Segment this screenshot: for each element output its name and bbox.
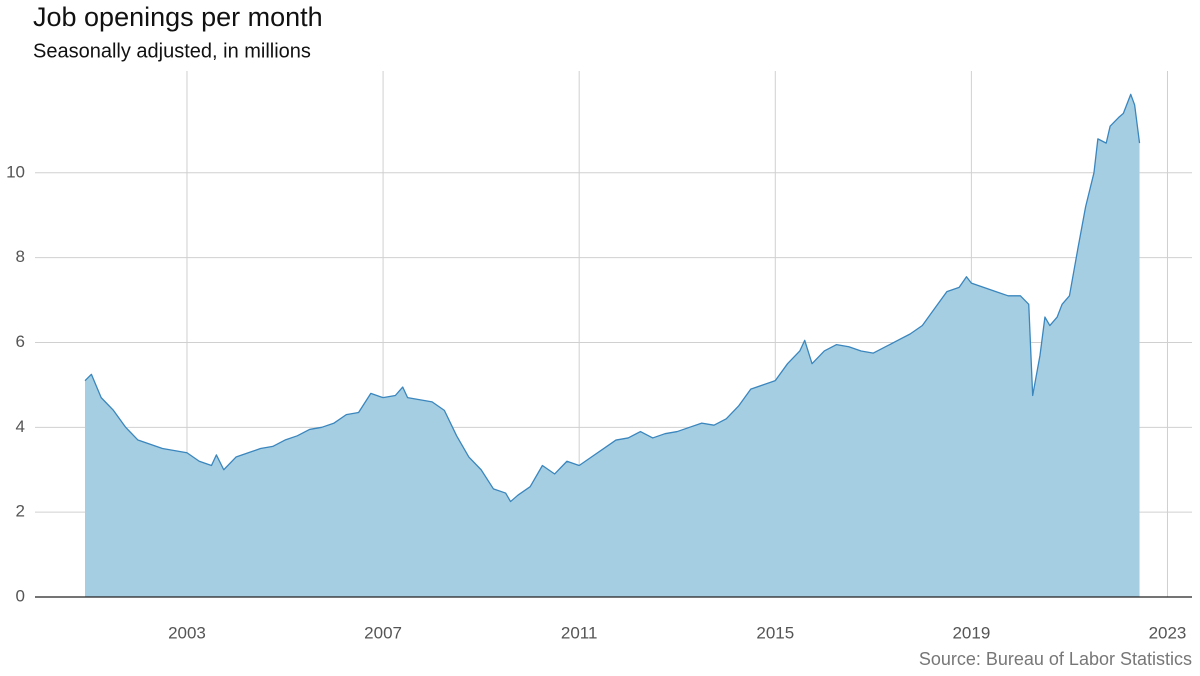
- y-tick-label: 2: [16, 502, 25, 521]
- area-fill: [85, 94, 1140, 597]
- source-note: Source: Bureau of Labor Statistics: [919, 649, 1192, 669]
- x-tick-label: 2019: [952, 623, 990, 642]
- y-tick-label: 0: [16, 586, 25, 605]
- series-line: [84, 93, 1141, 503]
- y-tick-label: 10: [6, 162, 25, 181]
- x-tick-label: 2023: [1149, 623, 1187, 642]
- x-tick-label: 2015: [756, 623, 794, 642]
- x-tick-label: 2007: [364, 623, 402, 642]
- x-tick-label: 2003: [168, 623, 206, 642]
- y-tick-label: 4: [16, 417, 25, 436]
- y-tick-label: 6: [16, 332, 25, 351]
- chart-subtitle: Seasonally adjusted, in millions: [33, 40, 311, 62]
- x-tick-label: 2011: [561, 623, 598, 642]
- chart-title: Job openings per month: [33, 2, 323, 32]
- y-tick-label: 8: [16, 247, 25, 266]
